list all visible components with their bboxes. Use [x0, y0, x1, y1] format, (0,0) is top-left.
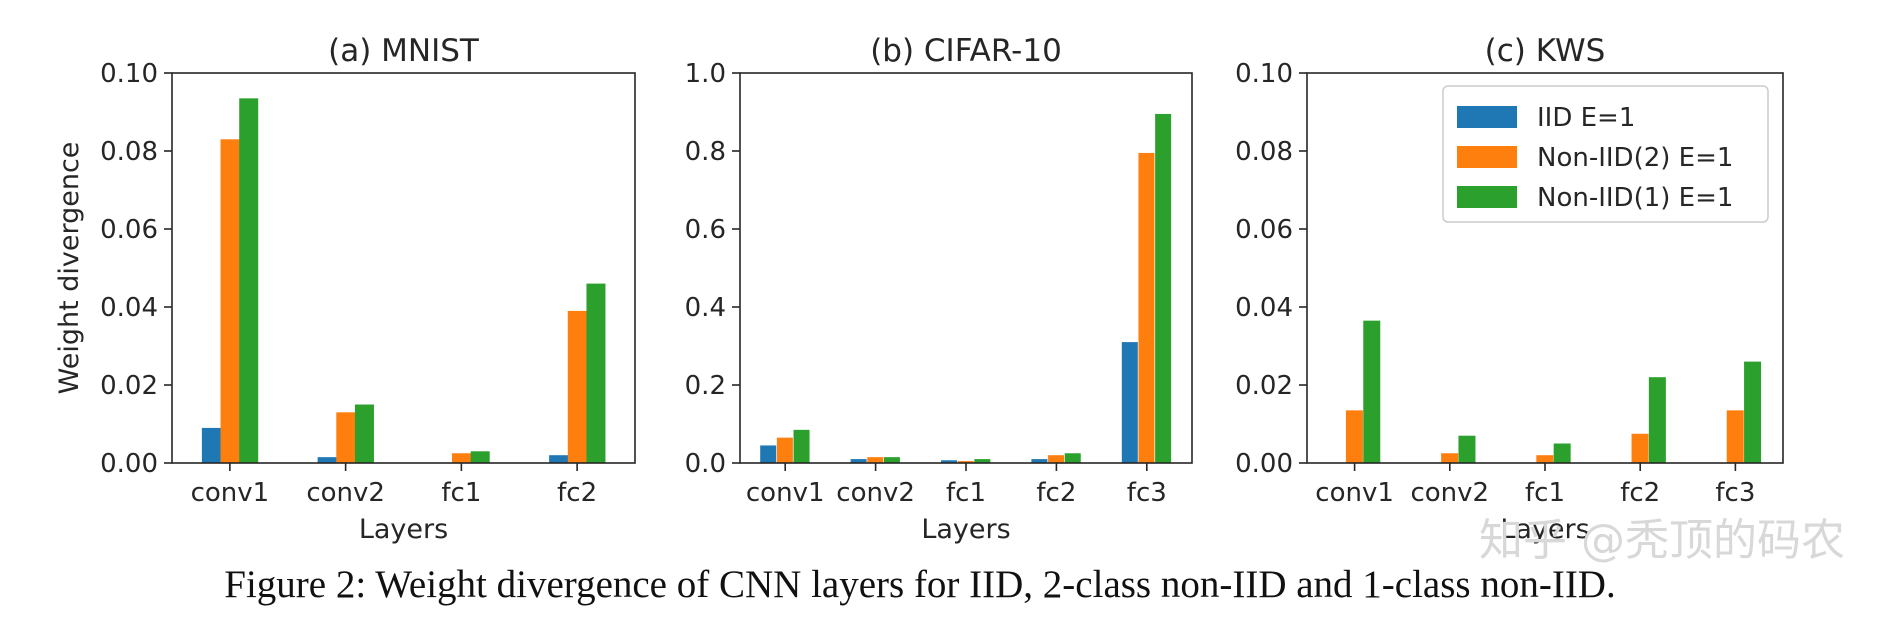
x-tick-label: conv2 [836, 478, 915, 508]
x-tick-label: fc1 [441, 478, 481, 508]
bar-noniid2-conv1 [776, 437, 793, 463]
bar-noniid1-conv1 [239, 98, 259, 463]
legend-swatch-noniid2 [1457, 146, 1517, 168]
y-tick-label: 0.06 [1235, 215, 1293, 245]
x-axis-label: Layers [921, 514, 1010, 545]
x-tick-label: fc3 [1127, 478, 1167, 508]
bar-noniid1-conv1 [793, 429, 810, 463]
bar-iid-fc2 [549, 455, 569, 463]
y-tick-label: 0.08 [100, 137, 158, 167]
y-tick-label: 1.0 [685, 59, 726, 89]
legend-label-noniid2: Non-IID(2) E=1 [1537, 143, 1733, 173]
bar-noniid2-conv2 [336, 412, 356, 463]
bar-noniid2-conv2 [1441, 453, 1459, 463]
bar-noniid2-fc1 [1536, 455, 1554, 463]
chart-title: (c) KWS [1485, 33, 1606, 69]
bar-noniid1-fc2 [1064, 453, 1081, 463]
bar-noniid1-fc1 [470, 451, 490, 463]
y-tick-label: 0.08 [1235, 137, 1293, 167]
bar-noniid2-conv1 [1345, 410, 1363, 463]
bar-noniid1-conv2 [1458, 435, 1476, 463]
y-tick-label: 0.00 [1235, 449, 1293, 479]
plot-frame [171, 72, 636, 464]
y-tick-label: 0.2 [685, 371, 726, 401]
x-tick-label: fc3 [1715, 478, 1755, 508]
bar-noniid1-conv1 [1363, 320, 1381, 463]
plot-frame [739, 72, 1193, 464]
bar-noniid1-fc2 [1648, 377, 1666, 463]
bar-iid-fc3 [1121, 342, 1138, 463]
x-axis-label: Layers [359, 514, 448, 545]
legend-swatch-noniid1 [1457, 186, 1517, 208]
bar-noniid1-conv2 [354, 404, 374, 463]
legend-label-iid: IID E=1 [1537, 103, 1635, 133]
y-tick-label: 0.4 [685, 293, 726, 323]
chart-panel-a: (a) MNIST 0.00 0.02 0.04 0.06 0.08 0.10 conv1 co… [54, 33, 636, 545]
y-tick-label: 0.02 [100, 371, 158, 401]
x-tick-label: fc1 [946, 478, 986, 508]
bar-noniid1-fc1 [1553, 443, 1571, 463]
bar-noniid1-fc1 [974, 459, 991, 463]
bar-noniid2-conv1 [220, 139, 240, 464]
y-tick-label: 0.0 [685, 449, 726, 479]
x-tick-label: conv2 [306, 478, 385, 508]
bar-noniid2-fc2 [1048, 455, 1065, 463]
bar-noniid2-fc3 [1726, 410, 1744, 463]
y-tick-label: 0.00 [100, 449, 158, 479]
x-tick-label: fc2 [1036, 478, 1076, 508]
bar-noniid1-conv2 [883, 457, 900, 463]
plot-frame [1306, 72, 1784, 464]
x-tick-label: fc2 [557, 478, 597, 508]
y-axis-label: Weight divergence [54, 142, 85, 395]
figure-caption: Figure 2: Weight divergence of CNN layer… [224, 563, 1615, 606]
x-tick-label: conv2 [1410, 478, 1489, 508]
bar-noniid1-fc3 [1155, 113, 1172, 463]
legend-label-noniid1: Non-IID(1) E=1 [1537, 183, 1733, 213]
x-tick-label: fc1 [1525, 478, 1565, 508]
y-tick-label: 0.8 [685, 137, 726, 167]
chart-title: (b) CIFAR-10 [870, 33, 1062, 69]
legend-box [1442, 85, 1769, 223]
x-tick-label: conv1 [746, 478, 825, 508]
bar-noniid1-fc2 [586, 283, 606, 463]
y-tick-label: 0.04 [1235, 293, 1293, 323]
bar-noniid1-fc3 [1744, 361, 1762, 463]
y-tick-label: 0.10 [100, 59, 158, 89]
bar-noniid2-fc2 [1631, 433, 1649, 463]
bar-iid-conv2 [850, 459, 867, 463]
bar-iid-fc2 [1031, 459, 1048, 463]
legend-swatch-iid [1457, 106, 1517, 128]
y-tick-label: 0.04 [100, 293, 158, 323]
bar-iid-conv1 [760, 445, 777, 463]
chart-panel-b: (b) CIFAR-10 0.0 0.2 0.4 0.6 0.8 1.0 conv1 conv2… [685, 33, 1193, 545]
bar-iid-fc1 [941, 460, 957, 463]
bar-noniid2-fc1 [452, 453, 472, 463]
x-tick-label: fc2 [1620, 478, 1660, 508]
bar-noniid2-fc1 [957, 461, 974, 463]
bar-noniid2-conv2 [867, 457, 884, 463]
bar-noniid2-fc2 [567, 310, 587, 463]
x-tick-label: conv1 [191, 478, 270, 508]
x-axis-label: Layers [1500, 514, 1589, 545]
bar-noniid2-fc3 [1138, 152, 1155, 463]
chart-panel-c: (c) KWS 0.00 0.02 0.04 0.06 0.08 0.10 conv1 conv… [1235, 33, 1784, 545]
bar-iid-conv1 [201, 427, 221, 463]
y-tick-label: 0.6 [685, 215, 726, 245]
y-tick-label: 0.02 [1235, 371, 1293, 401]
y-tick-label: 0.06 [100, 215, 158, 245]
bar-iid-conv2 [317, 457, 337, 463]
y-tick-label: 0.10 [1235, 59, 1293, 89]
watermark: 知乎 @秃顶的码农 [1479, 515, 1845, 566]
chart-title: (a) MNIST [328, 33, 480, 69]
legend: IID E=1 Non-IID(2) E=1 Non-IID(1) E=1 [1442, 85, 1769, 223]
x-tick-label: conv1 [1315, 478, 1394, 508]
